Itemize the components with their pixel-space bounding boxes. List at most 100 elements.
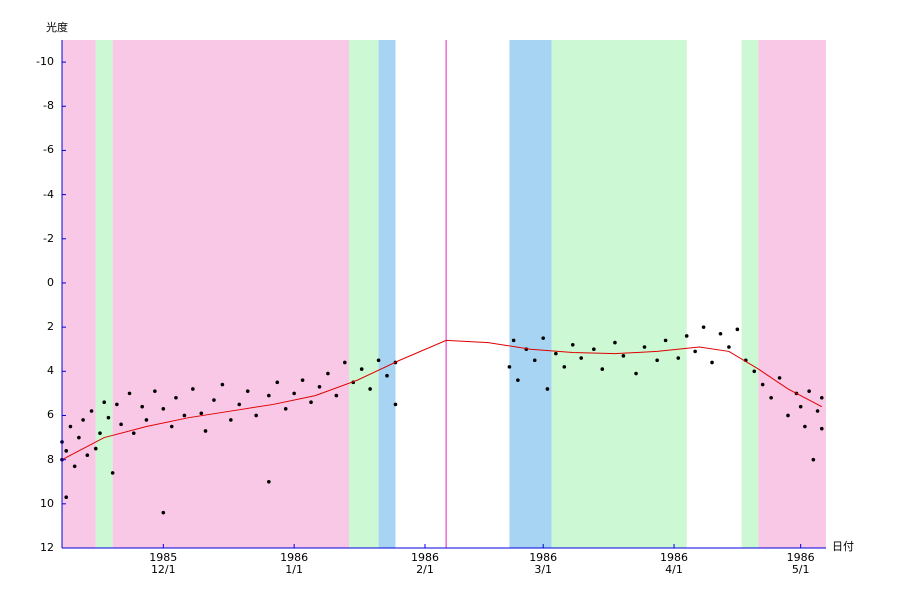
data-point: [300, 378, 305, 382]
data-point: [144, 418, 149, 422]
data-point: [769, 396, 773, 400]
x-tick-label: 1986 4/1: [660, 551, 689, 576]
data-point: [98, 431, 102, 435]
data-point: [634, 371, 638, 376]
data-point: [85, 453, 90, 458]
data-point: [229, 418, 233, 422]
y-tick-label: -10: [36, 55, 54, 69]
x-tick-label: 1986 3/1: [529, 551, 558, 576]
data-point: [545, 387, 550, 391]
data-point: [153, 389, 157, 393]
data-point: [140, 404, 144, 409]
data-point: [161, 510, 166, 515]
data-point: [803, 424, 807, 429]
data-point: [579, 356, 583, 360]
data-point: [267, 393, 271, 398]
data-point: [199, 411, 204, 416]
data-point: [760, 382, 765, 387]
data-point: [254, 413, 258, 418]
y-tick-label: 2: [47, 320, 54, 334]
data-point: [110, 471, 115, 475]
data-point: [693, 349, 697, 354]
data-point: [68, 424, 73, 429]
data-point: [93, 446, 98, 451]
y-tick-label: 6: [47, 408, 54, 422]
data-point: [621, 354, 626, 358]
data-point: [718, 331, 723, 336]
x-axis-label: 日付: [832, 540, 854, 553]
x-tick-label: 1986 1/1: [280, 551, 309, 576]
data-point: [393, 402, 398, 407]
data-point: [161, 407, 166, 411]
band: [758, 40, 826, 548]
data-point: [64, 495, 69, 500]
data-point: [89, 409, 94, 413]
band: [509, 40, 552, 548]
data-point: [64, 449, 69, 453]
data-point: [343, 360, 347, 365]
data-point: [283, 407, 288, 411]
data-point: [317, 384, 322, 389]
data-point: [102, 400, 107, 405]
data-point: [326, 371, 330, 376]
data-point: [655, 358, 659, 363]
data-point: [309, 400, 313, 405]
data-point: [507, 365, 512, 369]
data-point: [786, 413, 790, 418]
data-point: [212, 398, 216, 402]
data-point: [752, 369, 757, 374]
data-point: [385, 373, 389, 378]
y-tick-label: 10: [40, 496, 54, 510]
y-tick-label: 12: [40, 541, 54, 554]
data-point: [777, 376, 782, 380]
data-point: [131, 431, 136, 435]
band: [95, 40, 113, 548]
fit-line: [61, 339, 823, 461]
data-point: [663, 338, 668, 343]
data-point: [562, 365, 567, 369]
data-point: [600, 367, 605, 371]
y-tick-label: 4: [47, 364, 54, 378]
data-point: [174, 396, 178, 400]
data-point: [811, 457, 816, 462]
y-tick-label: -8: [43, 99, 54, 113]
band: [378, 40, 396, 548]
band: [62, 40, 96, 548]
data-point: [115, 402, 119, 407]
data-point: [819, 396, 824, 400]
band: [741, 40, 759, 548]
data-point: [220, 382, 225, 387]
data-point: [245, 389, 250, 393]
data-point: [376, 358, 381, 363]
data-point: [807, 389, 811, 393]
y-tick-label: -4: [43, 187, 54, 201]
y-tick-label: 0: [47, 275, 54, 289]
band: [112, 40, 350, 548]
data-point: [592, 347, 596, 352]
band: [349, 40, 379, 548]
data-point: [334, 393, 339, 398]
data-point: [511, 338, 516, 343]
data-point: [516, 378, 520, 382]
data-point: [532, 358, 537, 363]
data-point: [819, 426, 824, 431]
data-point: [127, 391, 132, 396]
data-point: [182, 413, 187, 418]
data-point: [710, 360, 714, 365]
data-point: [642, 345, 647, 349]
data-point: [267, 479, 271, 484]
data-point: [191, 387, 195, 391]
band: [551, 40, 687, 548]
data-point: [684, 334, 689, 338]
data-point: [275, 380, 280, 385]
x-tick-label: 1986 5/1: [786, 551, 815, 576]
data-point: [368, 387, 372, 391]
y-tick-label: -6: [43, 143, 54, 157]
data-point: [81, 418, 85, 422]
data-point: [815, 409, 820, 413]
data-point: [735, 327, 740, 332]
y-tick-label: -2: [43, 231, 54, 245]
x-tick-label: 1985 12/1: [149, 551, 178, 576]
